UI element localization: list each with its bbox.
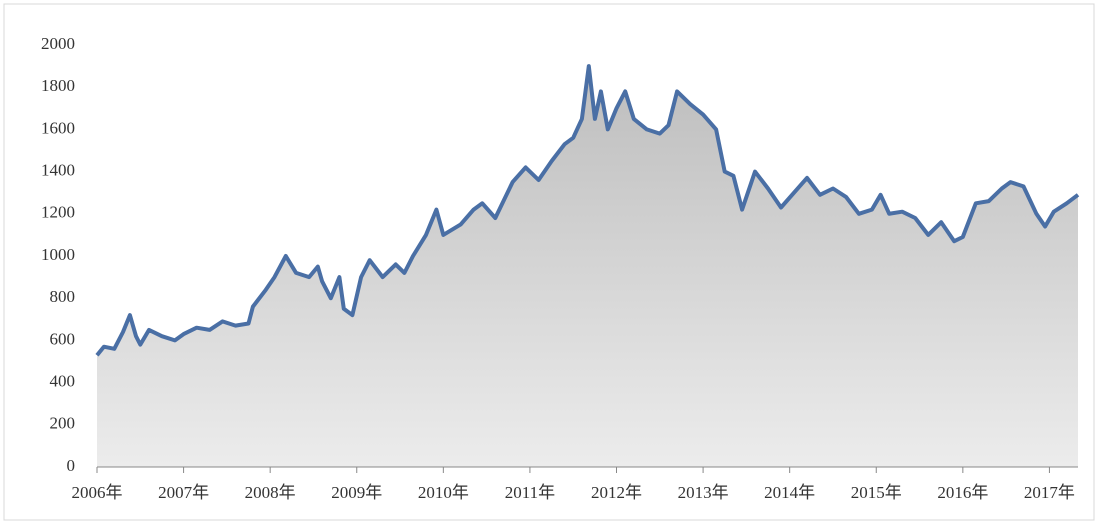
y-tick-label: 1600 <box>41 118 75 137</box>
y-tick-label: 800 <box>50 287 76 306</box>
y-tick-label: 1000 <box>41 245 75 264</box>
x-tick-label: 2008年 <box>245 483 296 502</box>
y-tick-label: 600 <box>50 329 76 348</box>
x-tick-label: 2012年 <box>591 483 642 502</box>
x-tick-label: 2015年 <box>851 483 902 502</box>
x-tick-label: 2017年 <box>1024 483 1075 502</box>
y-tick-label: 2000 <box>41 34 75 53</box>
x-tick-label: 2007年 <box>158 483 209 502</box>
x-tick-label: 2013年 <box>678 483 729 502</box>
y-tick-label: 200 <box>50 414 76 433</box>
series-line <box>95 64 1080 357</box>
x-tick-label: 2006年 <box>72 483 123 502</box>
area-fill <box>97 66 1078 467</box>
y-tick-label: 0 <box>67 456 76 475</box>
y-tick-label: 1800 <box>41 76 75 95</box>
x-tick-label: 2014年 <box>764 483 815 502</box>
x-tick-label: 2009年 <box>331 483 382 502</box>
y-tick-label: 1400 <box>41 161 75 180</box>
frame <box>3 3 1095 521</box>
x-tick-label: 2010年 <box>418 483 469 502</box>
x-tick-label: 2016年 <box>937 483 988 502</box>
x-tick-label: 2011年 <box>505 483 555 502</box>
y-tick-label: 400 <box>50 372 76 391</box>
y-tick-label: 1200 <box>41 203 75 222</box>
